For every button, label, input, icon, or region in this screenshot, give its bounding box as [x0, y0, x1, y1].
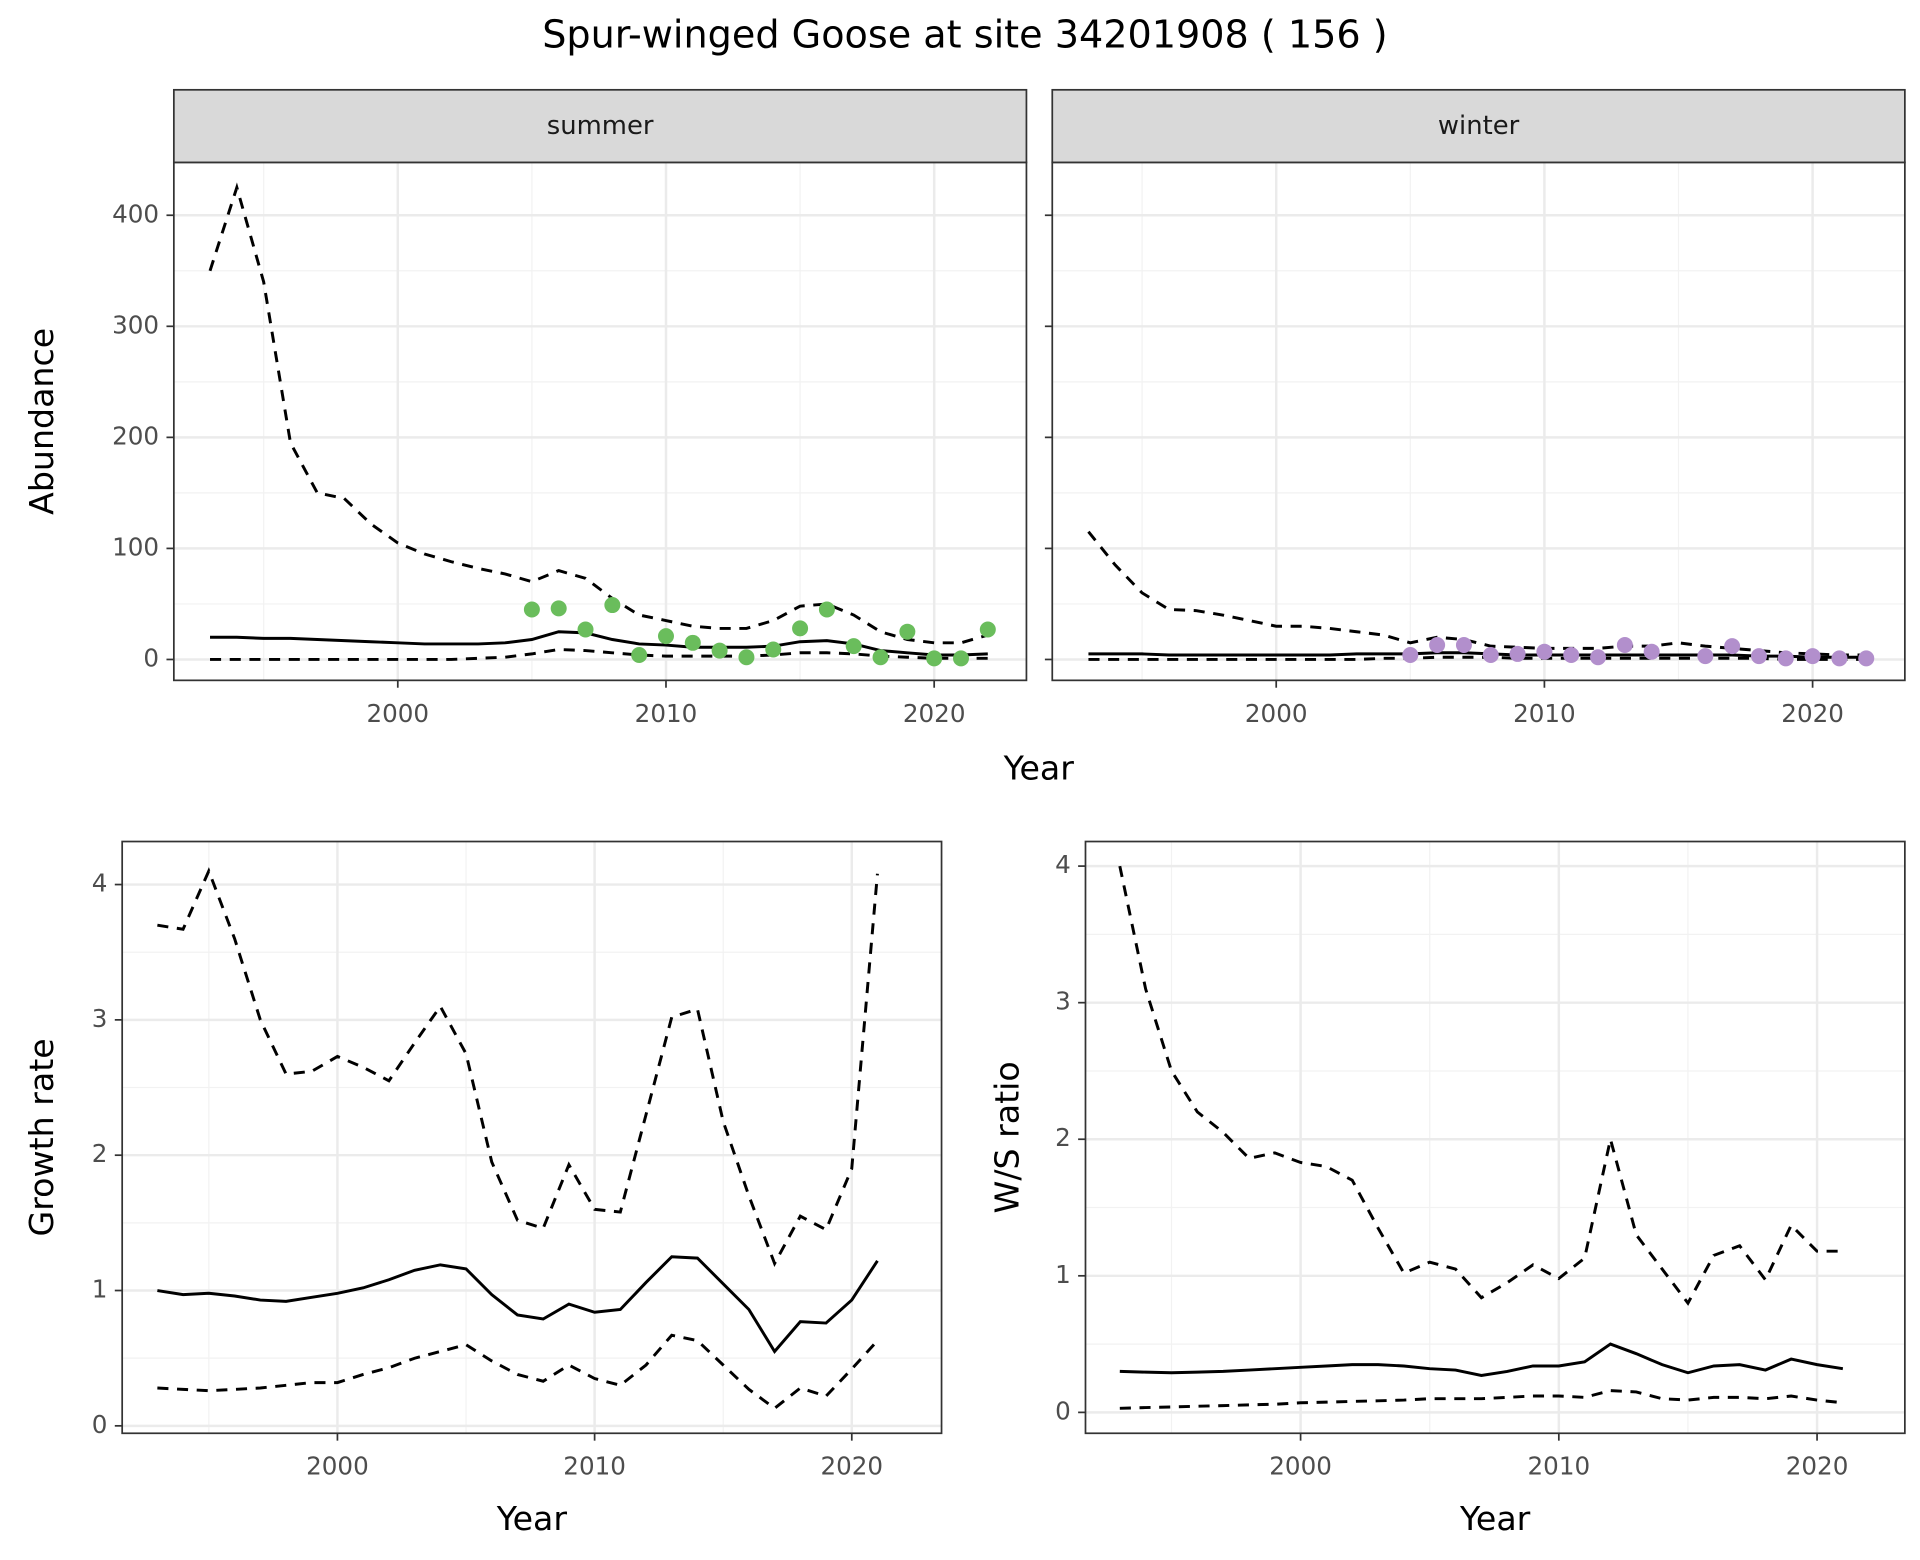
x-axis-title: Year	[1003, 749, 1075, 788]
observed-point	[657, 628, 674, 645]
observed-point	[818, 601, 835, 618]
estimate-line	[1088, 651, 1867, 659]
facet-label: winter	[1438, 111, 1520, 141]
x-tick-label: 2020	[820, 1452, 883, 1481]
observed-point	[684, 634, 701, 651]
observed-point	[899, 623, 916, 640]
observed-point	[1509, 645, 1526, 662]
interval-line	[157, 1333, 879, 1411]
x-tick-label: 2020	[1781, 699, 1844, 728]
y-axis-title: Growth rate	[22, 1038, 61, 1236]
estimate-line	[1119, 1342, 1844, 1377]
interval-line	[1119, 1389, 1844, 1410]
x-tick-label: 2020	[903, 699, 966, 728]
observed-point	[926, 650, 943, 667]
x-axis-title: Year	[496, 1499, 568, 1538]
y-tick-label: 1	[1055, 1260, 1071, 1289]
x-tick-label: 2000	[1245, 699, 1308, 728]
observed-point	[1750, 648, 1767, 665]
y-tick-label: 1	[92, 1275, 108, 1304]
observed-point	[1724, 638, 1741, 655]
observed-point	[952, 650, 969, 667]
observed-point	[872, 649, 889, 666]
y-axis-title: W/S ratio	[988, 1061, 1027, 1213]
facet-label: summer	[547, 111, 654, 141]
observed-point	[577, 621, 594, 638]
observed-point	[1697, 648, 1714, 665]
observed-point	[1536, 643, 1553, 660]
x-tick-label: 2020	[1786, 1452, 1849, 1481]
y-tick-label: 400	[112, 199, 159, 228]
observed-point	[711, 642, 728, 659]
observed-point	[1590, 649, 1607, 666]
y-tick-label: 0	[143, 643, 159, 672]
x-tick-label: 2010	[563, 1452, 626, 1481]
facet-strip	[1051, 88, 1906, 164]
y-axis-title: Abundance	[22, 328, 61, 515]
y-tick-label: 0	[92, 1410, 108, 1439]
observed-point	[1455, 637, 1472, 654]
y-tick-label: 0	[1055, 1396, 1071, 1425]
x-tick-label: 2010	[1513, 699, 1576, 728]
panel	[1085, 841, 1905, 1434]
observed-point	[979, 621, 996, 638]
y-tick-label: 200	[112, 421, 159, 450]
observed-point	[1858, 650, 1875, 667]
facet-strip	[172, 88, 1028, 164]
y-tick-label: 100	[112, 532, 159, 561]
x-tick-label: 2000	[306, 1452, 369, 1481]
panel	[173, 162, 1027, 681]
y-tick-label: 3	[92, 1004, 108, 1033]
x-tick-label: 2010	[1528, 1452, 1591, 1481]
observed-point	[550, 600, 567, 617]
observed-point	[845, 638, 862, 655]
interval-line	[208, 182, 989, 645]
x-tick-label: 2000	[366, 699, 429, 728]
interval-line	[1087, 530, 1867, 657]
observed-point	[1429, 637, 1446, 654]
panel	[122, 841, 942, 1434]
panel	[1052, 162, 1905, 681]
observed-point	[604, 597, 621, 614]
estimate-line	[157, 1255, 879, 1354]
y-tick-label: 4	[92, 869, 108, 898]
observed-point	[631, 647, 648, 664]
y-tick-label: 2	[92, 1139, 108, 1168]
y-tick-label: 4	[1055, 850, 1071, 879]
observed-point	[1482, 647, 1499, 664]
observed-point	[1563, 647, 1580, 664]
y-tick-label: 3	[1055, 987, 1071, 1016]
panel-border	[121, 840, 943, 1435]
x-axis-title: Year	[1459, 1499, 1531, 1538]
observed-point	[1804, 648, 1821, 665]
interval-line	[1118, 865, 1843, 1306]
panel-border	[1084, 840, 1906, 1435]
observed-point	[765, 641, 782, 658]
observed-point	[1777, 650, 1794, 667]
figure-title: Spur-winged Goose at site 34201908 ( 156…	[542, 12, 1387, 56]
observed-point	[1643, 643, 1660, 660]
observed-point	[523, 601, 540, 618]
observed-point	[1402, 647, 1419, 664]
observed-point	[1831, 650, 1848, 667]
y-tick-label: 300	[112, 310, 159, 339]
observed-point	[1616, 637, 1633, 654]
observed-point	[738, 649, 755, 666]
observed-point	[792, 620, 809, 637]
x-tick-label: 2000	[1269, 1452, 1332, 1481]
x-tick-label: 2010	[635, 699, 698, 728]
y-tick-label: 2	[1055, 1123, 1071, 1152]
interval-line	[157, 867, 879, 1268]
